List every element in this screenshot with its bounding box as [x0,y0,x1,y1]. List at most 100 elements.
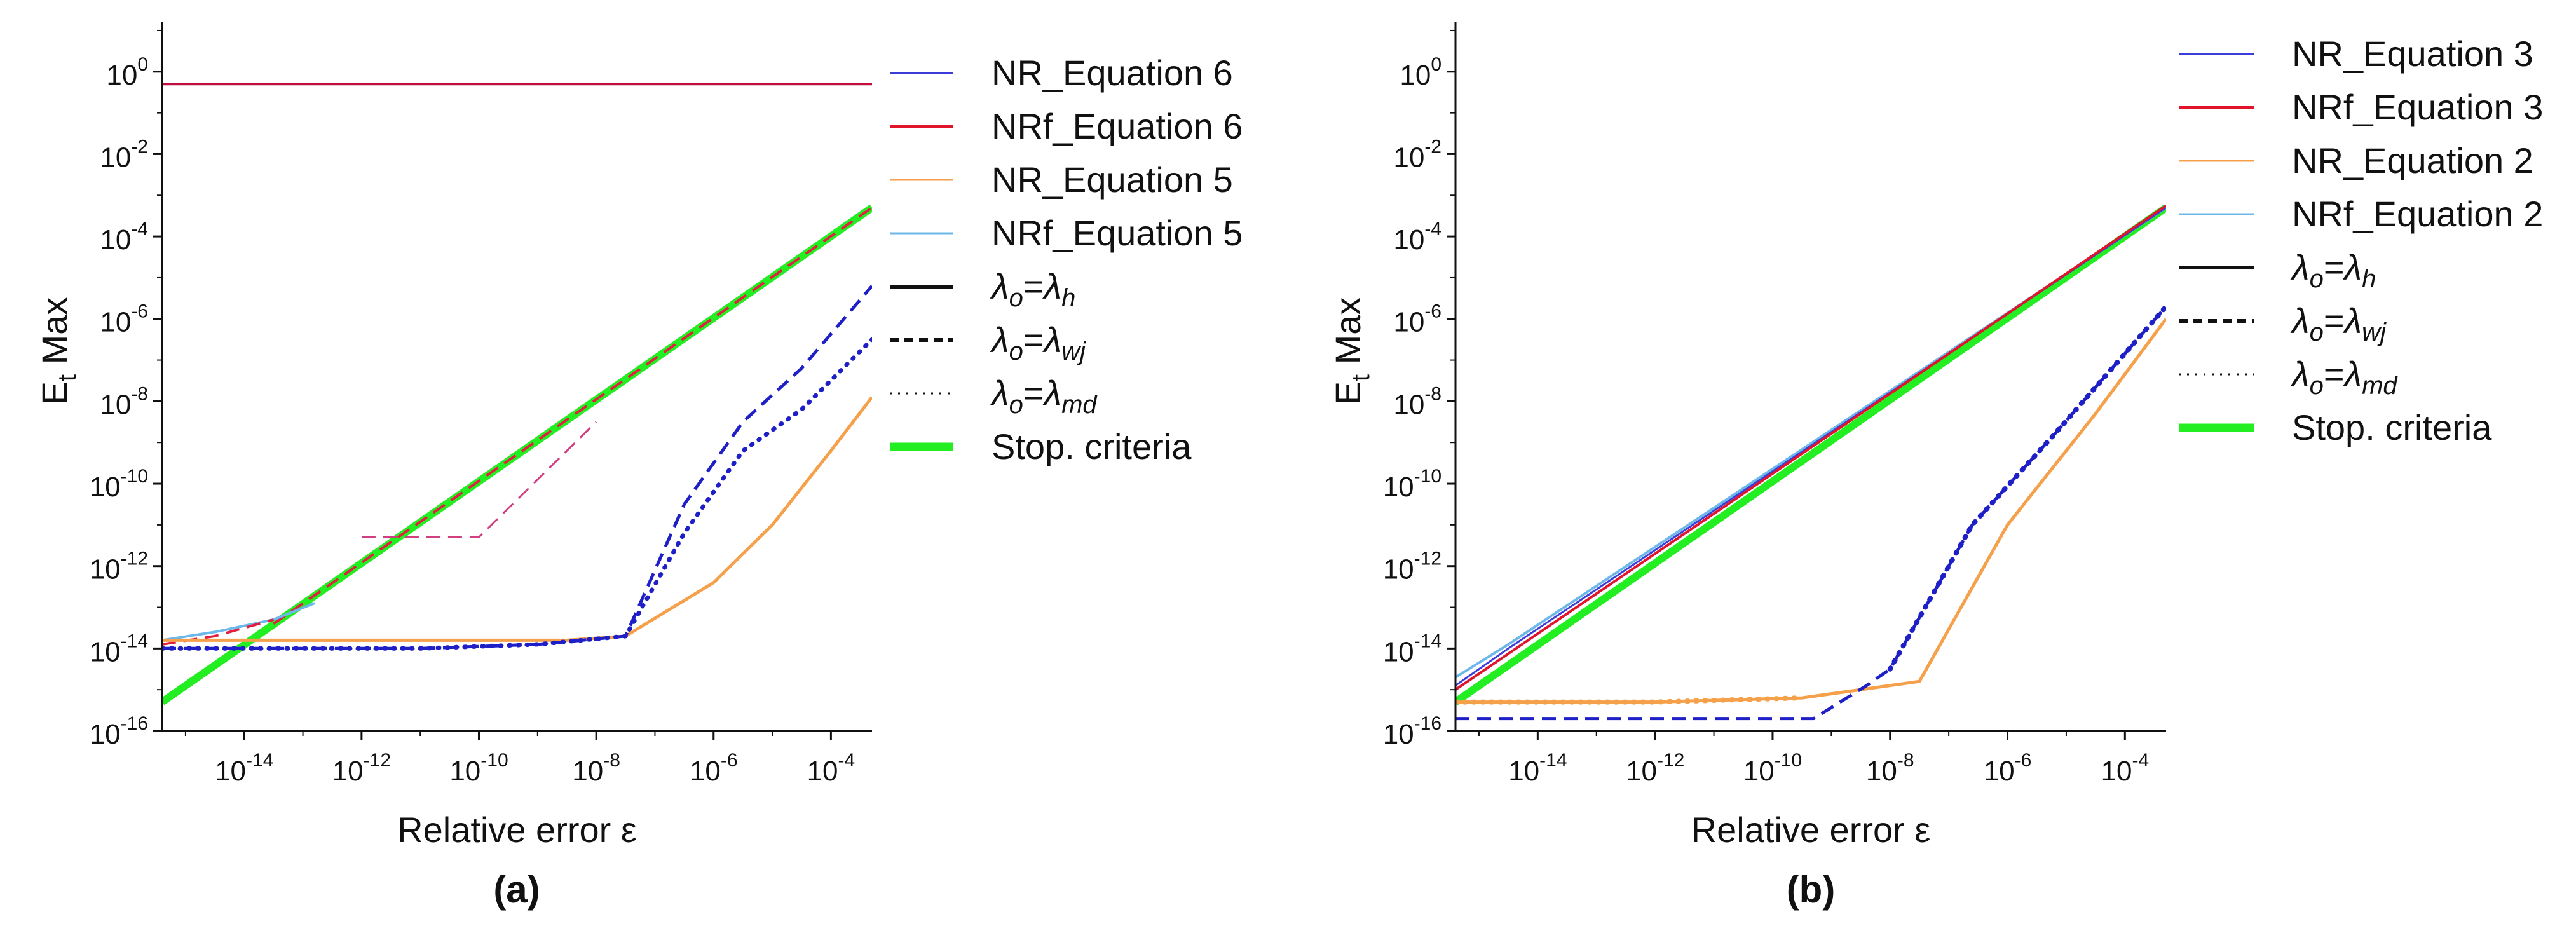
legend: NR_Equation 6 NRf_Equation 6 NR_Equation 5… [890,53,1243,466]
x-tick-label-1: 10-12 [1626,750,1684,787]
y-tick-base: 10 [100,389,131,420]
y-tick-label-7: 10-14 [1383,630,1441,667]
x-tick-exp: -12 [364,750,391,771]
x-tick-exp: -6 [721,750,738,771]
x-axis-label: Relative error ε [1691,810,1931,850]
y-tick-exp: -12 [121,548,148,569]
legend-lambda-sub: wj [1061,337,1086,365]
y-tick-exp: -4 [1424,219,1441,240]
series-line-8 [162,337,872,651]
x-tick-base: 10 [1984,756,2015,787]
y-label-rest: Max [34,297,74,374]
y-tick-label-8: 10-16 [90,713,148,750]
legend-lambda-sub: h [1061,284,1075,312]
legend-lambda: λ [990,266,1009,306]
y-tick-exp: -16 [121,713,148,734]
x-tick-exp: -8 [1897,750,1914,771]
panel-label: (b) [1787,868,1836,911]
legend-lambda: λ [990,373,1009,413]
legend-label-0: NR_Equation 3 [2292,34,2533,74]
y-tick-exp: -16 [1414,713,1441,734]
legend-label-4: λo=λh [2290,247,2376,293]
y-tick-exp: -12 [1414,548,1441,569]
legend-eq: = [1023,320,1044,360]
y-tick-exp: 0 [137,54,148,75]
y-tick-label-6: 10-12 [1383,548,1441,585]
legend-lambda-sub: o [2310,318,2324,346]
y-label-sub: t [53,374,81,381]
y-tick-exp: -8 [131,383,148,404]
y-tick-exp: -2 [131,136,148,157]
y-axis-label: Et Max [1328,297,1375,405]
y-tick-exp: -6 [131,301,148,322]
x-tick-label-0: 10-14 [1508,750,1567,787]
legend-lambda-sub: md [2362,372,2398,400]
legend-lambda-sub: o [2310,265,2324,293]
legend-label-0: NR_Equation 6 [992,53,1233,93]
legend-lambda: λ [1042,320,1062,360]
legend-lambda-sub: wj [2362,318,2387,346]
series-line-1 [162,204,872,705]
y-tick-base: 10 [1383,719,1414,750]
y-tick-label-3: 10-6 [1393,301,1441,338]
y-tick-exp: -14 [1414,630,1441,651]
chart-panel-a: 10-14 10-12 10-10 10-8 10-6 10-410010-210-410… [34,22,1243,911]
legend-lambda: λ [2290,354,2310,394]
legend-lambda: λ [1042,373,1062,413]
x-tick-base: 10 [1866,756,1897,787]
x-tick-exp: -14 [246,750,273,771]
y-tick-base: 10 [90,472,121,503]
legend-label-1: NRf_Equation 6 [992,106,1243,146]
y-tick-base: 10 [106,60,137,91]
legend-eq: = [1023,373,1044,413]
series-line-7 [162,285,872,650]
x-tick-exp: -14 [1539,750,1567,771]
x-tick-base: 10 [807,756,838,787]
x-tick-base: 10 [215,756,246,787]
legend-lambda: λ [990,320,1009,360]
y-tick-base: 10 [1393,224,1424,255]
x-tick-base: 10 [2101,756,2132,787]
y-tick-exp: -10 [1414,466,1441,487]
y-label-base: E [1328,381,1368,405]
legend-lambda-sub: h [2362,265,2376,293]
x-tick-exp: -6 [2015,750,2032,771]
y-tick-label-5: 10-10 [90,466,148,503]
legend-eq: = [2324,354,2345,394]
y-tick-exp: -4 [131,219,148,240]
series-line-3 [1455,204,2166,691]
x-tick-exp: -12 [1657,750,1684,771]
x-tick-label-3: 10-8 [1866,750,1914,787]
y-tick-exp: -14 [121,630,148,651]
legend-label-7: Stop. criteria [992,426,1192,466]
y-label-rest: Max [1328,297,1368,374]
legend-lambda: λ [2343,354,2362,394]
series-line-2 [273,207,872,625]
legend-lambda: λ [2290,301,2310,341]
y-tick-exp: -8 [1424,383,1441,404]
y-tick-label-7: 10-14 [90,630,148,667]
series-line-3 [361,421,597,538]
legend-label-3: NRf_Equation 2 [2292,194,2543,234]
x-tick-label-4: 10-6 [1984,750,2032,787]
x-tick-base: 10 [1743,756,1775,787]
panel-label: (a) [493,868,540,911]
legend-label-6: λo=λmd [2290,354,2398,400]
legend-lambda-sub: o [1009,391,1023,419]
y-tick-label-0: 100 [1400,54,1441,91]
y-tick-label-2: 10-4 [1393,219,1441,255]
legend-lambda: λ [2343,301,2362,341]
x-tick-label-5: 10-4 [2101,750,2150,787]
y-tick-base: 10 [1383,554,1414,585]
series-group [162,83,872,705]
legend-label-2: NR_Equation 5 [992,160,1233,200]
y-tick-exp: -10 [121,466,148,487]
legend-eq: = [2324,301,2345,341]
y-tick-base: 10 [1393,389,1424,420]
y-tick-label-0: 100 [106,54,148,91]
series-line-4 [162,602,315,642]
y-tick-base: 10 [90,636,121,667]
y-tick-label-8: 10-16 [1383,713,1441,750]
